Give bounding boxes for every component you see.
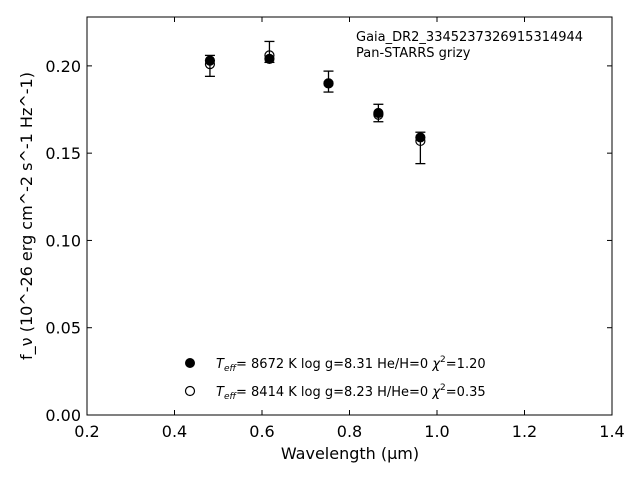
annotation: Gaia_DR2_3345237326915314944 Pan-STARRS … xyxy=(356,30,583,61)
x-tick-label-2: 0.6 xyxy=(249,422,274,441)
y-tick-label-0: 0.00 xyxy=(45,406,81,425)
model-point-open-1 xyxy=(264,50,275,61)
y-tick-label-4: 0.20 xyxy=(45,57,81,76)
legend-comp-1: He/H=0 xyxy=(377,357,428,372)
annotation-line-2: Pan-STARRS grizy xyxy=(356,46,471,61)
legend-marker-filled xyxy=(185,358,195,368)
plot-area xyxy=(86,16,613,416)
legend-teff-1: 8672 K xyxy=(251,357,297,372)
y-tick-label-2: 0.10 xyxy=(45,231,81,250)
model-point-open-0 xyxy=(204,59,216,70)
axis-ticks: 0.2 0.4 0.6 0.8 1.0 1.2 1.4 0.00 0.05 0.10 0.15 0.2… xyxy=(45,17,625,441)
x-tick-label-0: 0.2 xyxy=(74,422,99,441)
x-tick-label-5: 1.2 xyxy=(512,422,537,441)
y-axis-label: f_ν (10^-26 erg cm^-2 s^-1 Hz^-1) xyxy=(17,72,37,360)
y-tick-label-3: 0.15 xyxy=(45,144,81,163)
model-point-filled-1 xyxy=(264,53,275,64)
annotation-line-1: Gaia_DR2_3345237326915314944 xyxy=(356,30,583,45)
model-point-filled-4 xyxy=(415,132,426,143)
legend-chi2-2: =0.35 xyxy=(446,385,486,400)
legend-entry-1: Teff= 8672 K log g=8.31 He/H=0 χ2=1.20 xyxy=(216,355,486,374)
legend-entry-2: Teff= 8414 K log g=8.23 H/He=0 χ2=0.35 xyxy=(216,383,486,402)
model-point-open-3 xyxy=(373,109,384,120)
x-tick-label-6: 1.4 xyxy=(599,422,624,441)
legend-comp-2: H/He=0 xyxy=(377,385,428,400)
legend: Teff= 8672 K log g=8.31 He/H=0 χ2=1.20 T… xyxy=(184,355,486,402)
model-point-open-2 xyxy=(323,78,334,89)
x-axis-label: Wavelength (μm) xyxy=(281,444,419,463)
model-point-open-4 xyxy=(415,135,426,147)
x-tick-label-4: 1.0 xyxy=(424,422,449,441)
legend-teff-2: 8414 K xyxy=(251,385,297,400)
data-points xyxy=(204,50,426,147)
model-point-filled-0 xyxy=(204,55,216,66)
x-tick-label-3: 0.8 xyxy=(337,422,362,441)
legend-chi2-1: =1.20 xyxy=(446,357,486,372)
x-tick-label-1: 0.4 xyxy=(162,422,187,441)
y-tick-label-1: 0.05 xyxy=(45,319,81,338)
legend-logg-2: log g=8.23 xyxy=(301,385,373,400)
legend-marker-open xyxy=(184,385,196,397)
legend-logg-1: log g=8.31 xyxy=(301,357,373,372)
